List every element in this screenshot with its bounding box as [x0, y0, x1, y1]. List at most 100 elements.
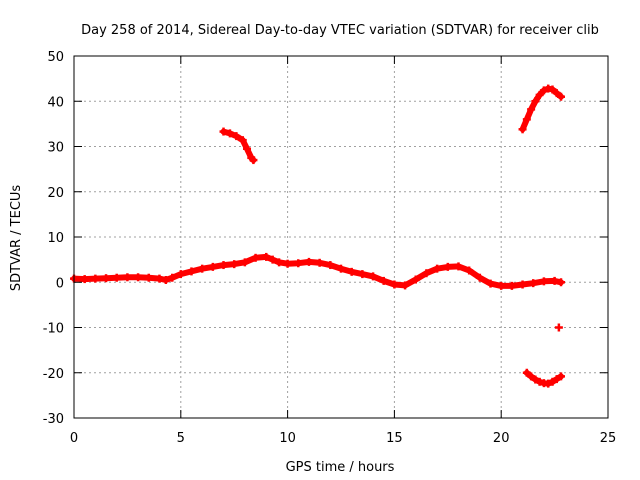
y-tick-label: -20	[43, 367, 64, 382]
data-point	[326, 261, 335, 270]
x-axis-title: GPS time / hours	[286, 460, 395, 475]
y-tick-label: 0	[56, 276, 64, 291]
y-tick-label: -30	[43, 412, 64, 427]
data-point	[155, 274, 164, 283]
x-tick-label: 10	[279, 431, 296, 446]
data-series	[219, 127, 258, 165]
data-point	[518, 125, 527, 134]
data-point	[527, 372, 536, 381]
data-point	[187, 267, 196, 276]
data-points	[70, 84, 566, 388]
data-point	[102, 274, 111, 283]
y-tick-label: 40	[47, 95, 64, 110]
data-point	[518, 280, 527, 289]
data-point	[123, 273, 132, 282]
data-point	[208, 262, 217, 271]
data-point	[454, 262, 463, 271]
data-point	[531, 375, 540, 384]
data-point	[268, 255, 277, 264]
data-point	[80, 275, 89, 284]
data-point	[443, 262, 452, 271]
axis-ticks: 0 5 10 15 20 25 -30 -20 -10 0 10 20 30 40 50	[43, 50, 617, 446]
data-point	[522, 368, 531, 377]
data-point	[294, 259, 303, 268]
data-point	[507, 281, 516, 290]
data-point	[198, 264, 207, 273]
data-point	[243, 144, 252, 153]
data-series	[522, 368, 566, 388]
data-point	[465, 266, 474, 275]
data-point	[557, 278, 566, 287]
x-tick-label: 25	[600, 431, 617, 446]
data-point	[176, 270, 185, 279]
data-series	[554, 323, 563, 332]
series-trace	[71, 253, 564, 289]
y-tick-label: 20	[47, 186, 64, 201]
data-point	[112, 273, 121, 282]
grid-lines	[74, 56, 608, 418]
data-point	[358, 270, 367, 279]
data-point	[219, 127, 228, 136]
series-trace	[519, 85, 564, 133]
data-point	[411, 275, 420, 284]
data-point	[161, 275, 170, 284]
data-point	[225, 129, 234, 138]
data-point	[557, 372, 566, 381]
data-point	[548, 85, 557, 94]
x-tick-label: 0	[70, 431, 78, 446]
y-axis-title: SDTVAR / TECUs	[9, 185, 24, 292]
x-tick-label: 20	[493, 431, 510, 446]
chart-title: Day 258 of 2014, Sidereal Day-to-day VTE…	[81, 23, 599, 38]
data-point	[535, 377, 544, 386]
data-point	[550, 276, 559, 285]
data-point	[283, 259, 292, 268]
y-tick-label: -10	[43, 322, 64, 337]
data-point	[219, 261, 228, 270]
data-point	[527, 105, 536, 114]
y-tick-label: 50	[47, 50, 64, 65]
data-point	[369, 272, 378, 281]
data-point	[422, 269, 431, 278]
data-point	[168, 273, 177, 282]
x-tick-label: 15	[386, 431, 403, 446]
data-series	[70, 252, 566, 290]
data-point	[262, 252, 271, 261]
data-point	[557, 92, 566, 101]
data-point	[475, 273, 484, 282]
data-point	[144, 273, 153, 282]
data-point	[275, 258, 284, 267]
data-point	[238, 136, 247, 145]
data-point	[232, 132, 241, 141]
data-point	[539, 86, 548, 95]
data-point	[522, 115, 531, 124]
x-tick-label: 5	[177, 431, 185, 446]
data-point	[486, 279, 495, 288]
y-tick-label: 30	[47, 141, 64, 156]
data-point	[304, 257, 313, 266]
data-point	[91, 274, 100, 283]
data-point	[347, 267, 356, 276]
data-point	[433, 264, 442, 273]
data-point	[529, 279, 538, 288]
data-point	[249, 156, 258, 165]
data-point	[390, 280, 399, 289]
data-point	[240, 258, 249, 267]
data-point	[337, 264, 345, 273]
data-point	[539, 277, 548, 286]
data-point	[497, 281, 506, 290]
data-point	[552, 89, 561, 98]
data-point	[552, 375, 561, 384]
data-point	[401, 281, 410, 290]
data-point	[531, 97, 540, 106]
data-point	[548, 377, 557, 386]
data-point	[230, 260, 239, 269]
data-point	[315, 258, 324, 267]
y-tick-label: 10	[47, 231, 64, 246]
data-point	[379, 276, 388, 285]
data-point	[251, 253, 260, 262]
data-point	[554, 323, 563, 332]
data-point	[134, 273, 143, 282]
data-point	[544, 379, 553, 388]
data-point	[535, 90, 544, 99]
